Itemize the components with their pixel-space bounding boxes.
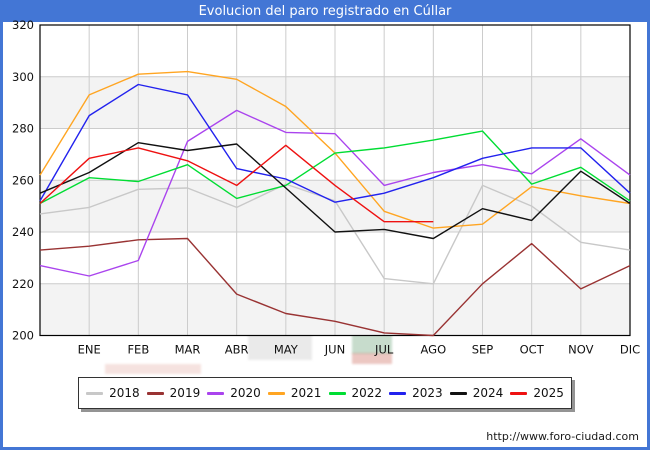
- legend-item-2024: 2024: [449, 386, 504, 400]
- x-axis-label: JUN: [324, 343, 345, 357]
- legend-item-2019: 2019: [146, 386, 201, 400]
- x-axis-label: ABR: [225, 343, 249, 357]
- x-axis-label: MAR: [175, 343, 201, 357]
- series-line-2020: [39, 109, 631, 277]
- plot-border: [39, 24, 631, 337]
- legend-item-2022: 2022: [328, 386, 383, 400]
- legend-label: 2018: [109, 386, 140, 400]
- legend-label: 2019: [169, 386, 201, 400]
- y-axis-label: 320: [12, 18, 34, 32]
- chart-panel: 200 220 240 260 280 300 320 ENE FEB MAR ABR MAY JUN J…: [3, 18, 647, 447]
- legend-swatch-2018: [86, 391, 104, 395]
- x-axis-label: OCT: [520, 343, 545, 357]
- legend-label: 2025: [533, 386, 564, 400]
- background-emblem-watermark: [105, 364, 201, 374]
- title-bar: Evolucion del paro registrado en Cúllar: [0, 0, 650, 22]
- series-line-2019: [39, 237, 631, 337]
- series-line-2022: [39, 130, 631, 205]
- legend-label: 2024: [472, 386, 504, 400]
- legend-label: 2020: [230, 386, 261, 400]
- legend-swatch-2019: [146, 391, 164, 395]
- legend-label: 2022: [351, 386, 383, 400]
- x-axis-label: MAY: [274, 343, 299, 357]
- legend-swatch-2023: [389, 391, 407, 395]
- legend-swatch-2020: [207, 391, 225, 395]
- x-axis-label: AGO: [421, 343, 447, 357]
- legend-item-2021: 2021: [267, 386, 322, 400]
- chart-title: Evolucion del paro registrado en Cúllar: [198, 3, 452, 19]
- x-axis-label: ENE: [78, 343, 101, 357]
- series-line-2023: [39, 83, 631, 203]
- background-emblem-watermark: [352, 353, 392, 364]
- series-line-2025: [39, 144, 434, 223]
- y-axis-label: 260: [12, 173, 34, 187]
- x-axis-label: NOV: [568, 343, 593, 357]
- y-axis-label: 300: [12, 70, 34, 84]
- y-axis-label: 220: [12, 277, 34, 291]
- y-axis-label: 240: [12, 225, 34, 239]
- legend-item-2023: 2023: [389, 386, 443, 400]
- y-axis-label: 280: [12, 122, 34, 136]
- legend-swatch-2022: [328, 391, 346, 395]
- legend-label: 2023: [412, 386, 443, 400]
- series-line-2024: [39, 141, 631, 240]
- x-axis-label: FEB: [127, 343, 149, 357]
- legend-swatch-2021: [267, 391, 285, 395]
- legend-swatch-2024: [449, 391, 467, 395]
- legend-swatch-2025: [510, 391, 528, 395]
- x-axis-label: JUL: [374, 343, 394, 357]
- source-url: http://www.foro-ciudad.com: [486, 430, 639, 443]
- legend-label: 2021: [290, 386, 322, 400]
- chart-legend: 2018 2019 2020 2021 2022 2023 2024 2025: [78, 377, 572, 409]
- legend-item-2020: 2020: [207, 386, 261, 400]
- background-emblem-watermark: [248, 332, 312, 360]
- legend-item-2018: 2018: [86, 386, 140, 400]
- background-emblem-watermark: [352, 332, 392, 354]
- series-line-2018: [39, 183, 631, 285]
- y-axis-label: 200: [12, 329, 34, 343]
- x-axis-label: SEP: [472, 343, 494, 357]
- x-axis-label: DIC: [620, 343, 640, 357]
- legend-item-2025: 2025: [510, 386, 564, 400]
